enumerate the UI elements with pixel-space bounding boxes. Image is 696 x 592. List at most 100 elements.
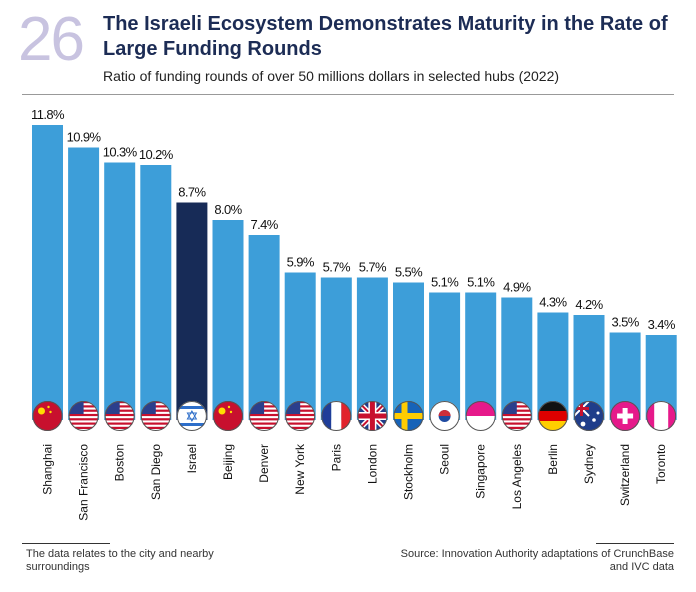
bar (429, 292, 461, 420)
x-tick-label: Paris (329, 444, 343, 471)
flag-part (592, 418, 596, 422)
flag-border (429, 401, 460, 431)
bar (140, 165, 172, 420)
flag-part (668, 401, 677, 431)
flag-border (465, 401, 496, 431)
value-label: 5.1% (467, 275, 495, 290)
value-label: 8.7% (178, 185, 206, 200)
flag-border (537, 401, 568, 431)
flag-part (249, 413, 280, 417)
value-label: 10.9% (67, 130, 102, 145)
flag-border (213, 401, 243, 431)
flag-part (47, 405, 50, 409)
flag-part (104, 413, 135, 417)
flag-border (501, 401, 532, 431)
flag-border (357, 401, 388, 431)
flag-part (68, 426, 99, 429)
value-label: 5.1% (431, 275, 459, 290)
flag-part (38, 407, 45, 415)
flag-part (104, 422, 135, 425)
flag-part (186, 409, 198, 423)
flag-part (49, 410, 52, 414)
flag-part (501, 418, 532, 421)
flag-part (622, 408, 628, 424)
flag-border (610, 401, 641, 431)
flag-part (285, 422, 316, 425)
bar (465, 292, 497, 420)
flag-border (321, 401, 352, 431)
flag-border (68, 401, 99, 431)
bar (32, 125, 63, 420)
flag-part (501, 413, 532, 417)
figure-number: 26 (18, 5, 85, 74)
flag-part (646, 401, 655, 431)
flag-part (249, 426, 280, 429)
flag-part (369, 401, 375, 431)
x-tick-label: Stockholm (402, 444, 416, 500)
value-label: 5.9% (287, 255, 315, 270)
x-tick-label: Seoul (438, 444, 452, 475)
flag-part (285, 418, 316, 421)
note-line: surroundings (26, 561, 90, 573)
flag (465, 401, 496, 431)
flag-part (438, 410, 451, 416)
chart-subtitle: Ratio of funding rounds of over 50 milli… (103, 68, 560, 84)
x-tick-label: San Diego (149, 444, 163, 500)
value-label: 5.7% (359, 260, 387, 275)
x-tick-label: Sydney (582, 444, 596, 484)
flag-part (596, 411, 600, 415)
x-tick-label: New York (293, 443, 307, 495)
bar (320, 277, 352, 420)
value-label: 4.2% (575, 297, 603, 312)
bar (501, 297, 533, 420)
flag-part (331, 401, 342, 431)
flag-border (176, 401, 207, 431)
flag-part (501, 422, 532, 425)
flag-border (646, 401, 677, 431)
bar (248, 235, 280, 420)
bar (284, 272, 316, 420)
chart-title: The Israeli Ecosystem Demonstrates Matur… (103, 13, 668, 35)
flag-part (68, 422, 99, 425)
flag-border (140, 401, 171, 431)
bar (176, 202, 208, 420)
bar (356, 277, 388, 420)
flag-part (68, 413, 99, 417)
value-label: 4.9% (503, 280, 531, 295)
flag-part (104, 418, 135, 421)
flag-border (32, 401, 63, 431)
x-tick-label: Beijing (221, 444, 235, 480)
value-label: 7.4% (250, 217, 278, 232)
value-label: 10.2% (139, 147, 174, 162)
flag-part (501, 426, 532, 429)
x-tick-label: Berlin (546, 444, 560, 475)
bar (212, 220, 244, 420)
flag-part (140, 422, 171, 425)
flag-border (393, 401, 424, 431)
flag-part (140, 413, 171, 417)
x-tick-label: London (365, 444, 379, 484)
value-label: 11.8% (31, 107, 65, 122)
x-tick-label: San Francisco (77, 444, 91, 521)
flag-part (218, 407, 226, 415)
flag-part (249, 418, 280, 421)
x-tick-label: Switzerland (618, 444, 632, 506)
flag-part (176, 423, 207, 426)
flag-part (537, 401, 568, 411)
flag-part (537, 411, 568, 421)
flag-part (580, 401, 583, 416)
flag-part (229, 410, 233, 414)
flag-part (140, 418, 171, 421)
note: The data relates to the city and nearby s… (26, 548, 214, 574)
flag-part (68, 418, 99, 421)
rule (596, 543, 674, 544)
flag-part (393, 413, 424, 419)
source: Source: Innovation Authority adaptations… (401, 548, 674, 574)
value-label: 4.3% (539, 295, 567, 310)
x-tick-label: Denver (257, 444, 271, 483)
x-tick-label: Los Angeles (510, 444, 524, 509)
flag-part (465, 416, 496, 431)
value-label: 3.4% (648, 317, 676, 332)
flag-part (140, 426, 171, 429)
